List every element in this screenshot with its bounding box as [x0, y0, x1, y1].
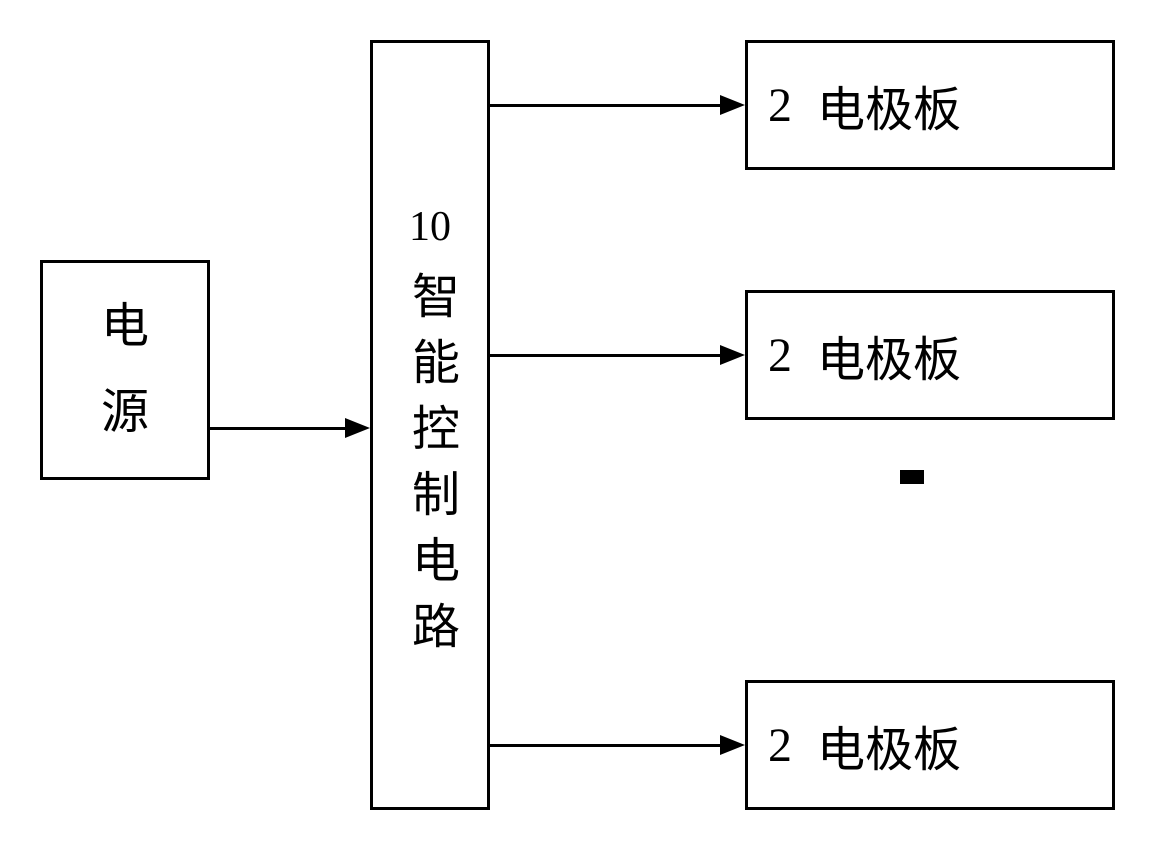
arrow-head-control-to-electrode2 — [720, 345, 745, 365]
control-node-label: 智能控制电路 — [395, 271, 465, 667]
arrow-control-to-electrode2 — [490, 354, 720, 357]
arrow-head-power-to-control — [345, 418, 370, 438]
electrode-2-number: 2 — [768, 328, 792, 383]
control-node-number: 10 — [409, 203, 451, 251]
electrode-1-number: 2 — [768, 78, 792, 133]
power-label-line1: 电 — [101, 284, 149, 370]
power-label-line2: 源 — [101, 370, 149, 456]
arrow-power-to-control — [210, 427, 345, 430]
arrow-head-control-to-electrode1 — [720, 95, 745, 115]
arrow-head-control-to-electrode3 — [720, 735, 745, 755]
power-source-label: 电 源 — [101, 284, 149, 457]
electrode-node-1: 2 电极板 — [745, 40, 1115, 170]
power-source-node: 电 源 — [40, 260, 210, 480]
electrode-3-label: 电极板 — [817, 710, 961, 780]
ellipsis-indicator — [900, 460, 924, 494]
electrode-node-3: 2 电极板 — [745, 680, 1115, 810]
control-circuit-node: 10 智能控制电路 — [370, 40, 490, 810]
electrode-node-2: 2 电极板 — [745, 290, 1115, 420]
electrode-1-label: 电极板 — [817, 70, 961, 140]
arrow-control-to-electrode3 — [490, 744, 720, 747]
electrode-3-number: 2 — [768, 718, 792, 773]
arrow-control-to-electrode1 — [490, 104, 720, 107]
electrode-2-label: 电极板 — [817, 320, 961, 390]
